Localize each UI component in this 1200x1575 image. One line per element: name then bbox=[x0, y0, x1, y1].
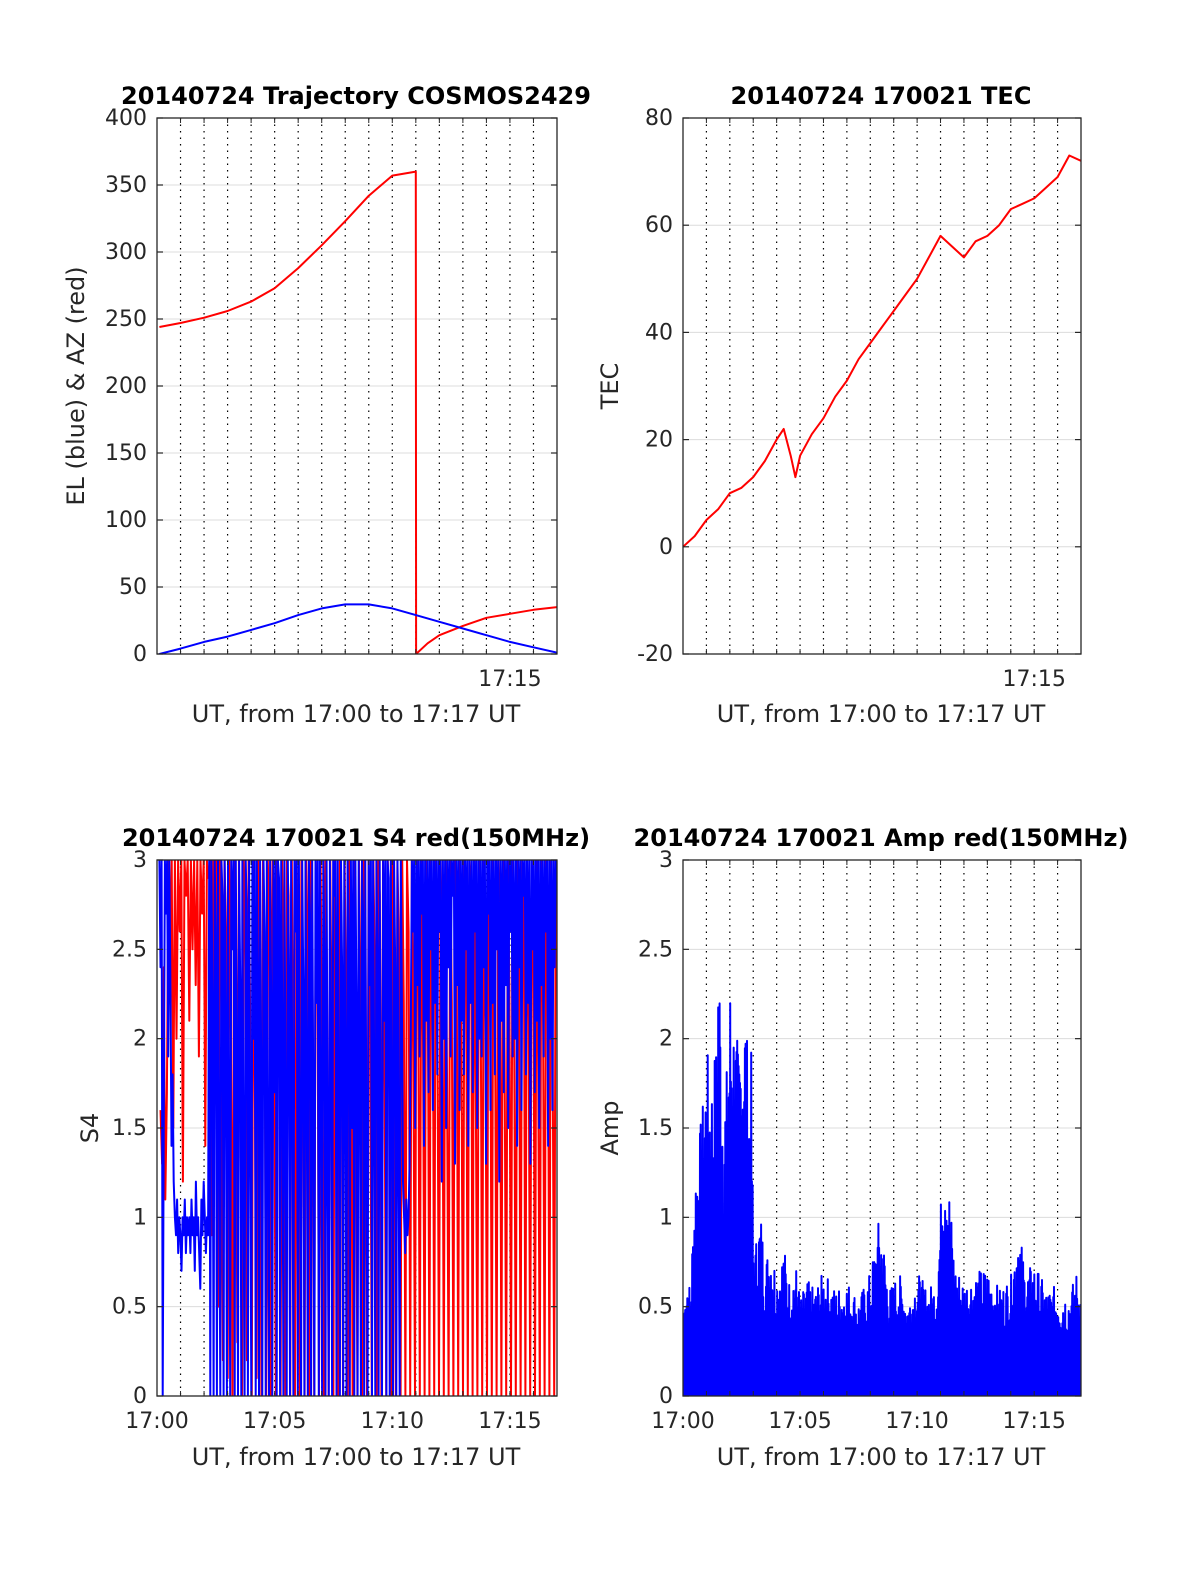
s4-ytick-label: 3 bbox=[133, 848, 147, 873]
s4-ytick-label: 1 bbox=[133, 1205, 147, 1230]
tec-ylabel: TEC bbox=[596, 363, 624, 411]
s4-axes: 20140724 170021 S4 red(150MHz) UT, from … bbox=[76, 824, 590, 1471]
trajectory-ytick-label: 0 bbox=[133, 642, 147, 667]
tec-xlabel: UT, from 17:00 to 17:17 UT bbox=[717, 700, 1046, 728]
trajectory-series-1 bbox=[159, 603, 557, 654]
trajectory-ytick-label: 50 bbox=[119, 575, 147, 600]
trajectory-xlabel: UT, from 17:00 to 17:17 UT bbox=[192, 700, 521, 728]
tec-axes: 20140724 170021 TEC UT, from 17:00 to 17… bbox=[596, 82, 1082, 728]
s4-ylabel: S4 bbox=[76, 1113, 104, 1144]
trajectory-ylabel: EL (blue) & AZ (red) bbox=[62, 266, 90, 505]
amp-ytick-label: 1.5 bbox=[638, 1116, 673, 1141]
tec-title: 20140724 170021 TEC bbox=[731, 82, 1032, 110]
s4-ytick-label: 0 bbox=[133, 1384, 147, 1409]
amp-ytick-label: 3 bbox=[659, 848, 673, 873]
trajectory-ytick-label: 150 bbox=[105, 441, 147, 466]
amp-xtick-label: 17:10 bbox=[885, 1409, 948, 1434]
tec-ytick-label: 20 bbox=[645, 428, 673, 453]
tec-ytick-label: 0 bbox=[659, 535, 673, 560]
s4-xtick-label: 17:15 bbox=[478, 1409, 541, 1434]
tec-xtick-label: 17:15 bbox=[1002, 667, 1065, 692]
amp-ytick-label: 2 bbox=[659, 1027, 673, 1052]
amp-title: 20140724 170021 Amp red(150MHz) bbox=[634, 824, 1129, 852]
tec-ytick-label: 80 bbox=[645, 106, 673, 131]
trajectory-axes: 20140724 Trajectory COSMOS2429 UT, from … bbox=[62, 82, 591, 728]
tec-ytick-label: -20 bbox=[637, 642, 673, 667]
amp-ytick-label: 1 bbox=[659, 1205, 673, 1230]
s4-ytick-label: 2 bbox=[133, 1027, 147, 1052]
amp-ytick-label: 2.5 bbox=[638, 937, 673, 962]
amp-series-0 bbox=[683, 1002, 1081, 1396]
trajectory-ytick-label: 100 bbox=[105, 508, 147, 533]
s4-title: 20140724 170021 S4 red(150MHz) bbox=[122, 824, 590, 852]
amp-xtick-label: 17:05 bbox=[768, 1409, 831, 1434]
amp-xtick-label: 17:00 bbox=[651, 1409, 714, 1434]
trajectory-xtick-label: 17:15 bbox=[478, 667, 541, 692]
trajectory-ytick-label: 400 bbox=[105, 106, 147, 131]
trajectory-ytick-label: 350 bbox=[105, 173, 147, 198]
s4-xtick-label: 17:05 bbox=[243, 1409, 306, 1434]
trajectory-ytick-label: 300 bbox=[105, 240, 147, 265]
tec-ytick-label: 60 bbox=[645, 213, 673, 238]
tec-ytick-label: 40 bbox=[645, 320, 673, 345]
trajectory-ytick-label: 250 bbox=[105, 307, 147, 332]
s4-ytick-label: 2.5 bbox=[112, 937, 147, 962]
amp-ylabel: Amp bbox=[596, 1100, 624, 1155]
amp-ytick-label: 0 bbox=[659, 1384, 673, 1409]
s4-ytick-label: 0.5 bbox=[112, 1295, 147, 1320]
s4-xtick-label: 17:10 bbox=[361, 1409, 424, 1434]
tec-series-0 bbox=[683, 154, 1081, 548]
tec-frame bbox=[682, 117, 1082, 655]
amp-xtick-label: 17:15 bbox=[1002, 1409, 1065, 1434]
s4-series-1 bbox=[158, 860, 557, 1396]
amp-axes: 20140724 170021 Amp red(150MHz) UT, from… bbox=[596, 824, 1128, 1471]
amp-ytick-label: 0.5 bbox=[638, 1295, 673, 1320]
trajectory-title: 20140724 Trajectory COSMOS2429 bbox=[121, 82, 591, 110]
s4-xlabel: UT, from 17:00 to 17:17 UT bbox=[192, 1443, 521, 1471]
amp-xlabel: UT, from 17:00 to 17:17 UT bbox=[717, 1443, 1046, 1471]
s4-ytick-label: 1.5 bbox=[112, 1116, 147, 1141]
trajectory-series-0 bbox=[159, 170, 557, 654]
trajectory-ytick-label: 200 bbox=[105, 374, 147, 399]
s4-xtick-label: 17:00 bbox=[125, 1409, 188, 1434]
